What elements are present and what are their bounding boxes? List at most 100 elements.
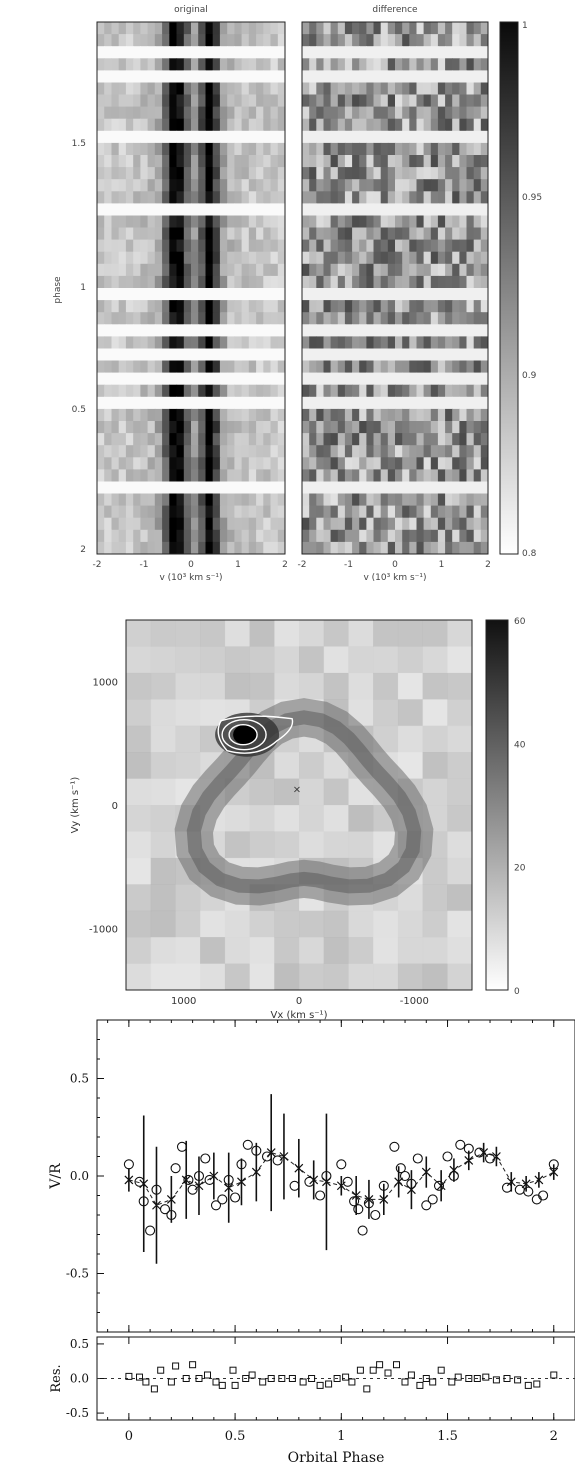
circle-marker <box>378 1180 389 1191</box>
circle-marker <box>474 1147 485 1158</box>
cross-marker <box>224 1183 234 1193</box>
spectra-colorbar <box>499 21 519 555</box>
panel-title-difference: difference <box>372 5 418 15</box>
cross-marker <box>181 1175 191 1185</box>
residual-y-tick-label: 0.5 <box>70 1337 89 1351</box>
circle-marker <box>200 1153 211 1164</box>
residual-square-marker <box>172 1362 180 1370</box>
circle-marker <box>442 1151 453 1162</box>
residual-square-marker <box>363 1385 371 1393</box>
cross-marker <box>279 1152 289 1161</box>
circle-marker <box>523 1186 534 1197</box>
circle-marker <box>138 1196 149 1207</box>
residual-square-marker <box>524 1381 532 1389</box>
circle-marker <box>315 1190 326 1201</box>
map-y-tick-label: 1000 <box>93 678 118 689</box>
residual-square-marker <box>407 1371 415 1379</box>
residual-square-marker <box>376 1361 384 1369</box>
map-colorbar <box>485 619 509 991</box>
x-tick-label: 0.5 <box>225 1429 246 1444</box>
x-tick-label: 2 <box>550 1429 558 1444</box>
cross-marker <box>351 1191 361 1200</box>
cross-marker <box>237 1177 246 1187</box>
residual-square-marker <box>401 1378 409 1386</box>
cross-marker <box>336 1181 346 1191</box>
x-tick-label: 0 <box>392 560 398 570</box>
circle-marker <box>193 1170 205 1182</box>
original-spectra-image <box>97 22 285 554</box>
x-tick-label: 0 <box>188 560 194 570</box>
circle-marker <box>421 1200 432 1211</box>
residual-square-marker <box>342 1373 350 1381</box>
circle-marker <box>261 1151 273 1162</box>
circle-marker <box>176 1141 188 1152</box>
residual-square-marker <box>473 1375 481 1382</box>
circle-marker <box>342 1176 353 1187</box>
residual-square-marker <box>248 1371 256 1379</box>
map-colorbar-tick: 20 <box>514 864 526 874</box>
x-axis-label: Orbital Phase <box>288 1450 385 1466</box>
circle-marker <box>289 1180 300 1191</box>
cross-marker <box>534 1175 544 1185</box>
circle-marker <box>538 1190 549 1201</box>
x-tick-label: 0 <box>125 1429 133 1444</box>
cross-marker <box>166 1194 176 1204</box>
residual-square-marker <box>167 1378 175 1386</box>
circle-marker <box>433 1180 445 1191</box>
residual-square-marker <box>503 1375 511 1382</box>
residual-square-marker <box>348 1378 356 1386</box>
circle-marker <box>134 1176 145 1187</box>
circle-marker <box>336 1159 347 1170</box>
residual-square-marker <box>316 1381 324 1389</box>
residual-square-marker <box>448 1378 456 1386</box>
residual-y-tick-label: -0.5 <box>66 1406 89 1420</box>
vr-y-label: V/R <box>48 1163 64 1190</box>
circle-marker <box>349 1196 360 1207</box>
y-tick-label: 0.5 <box>70 1072 89 1086</box>
residual-square-marker <box>550 1371 558 1379</box>
map-y-label: Vy (km s⁻¹) <box>70 777 81 834</box>
circle-marker <box>484 1153 496 1164</box>
residual-y-label: Res. <box>49 1364 64 1392</box>
cross-marker <box>406 1185 416 1195</box>
residual-square-marker <box>182 1375 190 1382</box>
x-tick-label: 1.5 <box>437 1429 458 1444</box>
residual-square-marker <box>195 1375 203 1382</box>
residual-square-marker <box>465 1375 473 1382</box>
x-tick-label: -2 <box>93 560 102 570</box>
residual-square-marker <box>429 1378 437 1386</box>
circle-marker <box>412 1153 423 1164</box>
residual-square-marker <box>189 1361 197 1369</box>
cross-marker <box>464 1155 474 1165</box>
cross-marker <box>364 1194 374 1204</box>
x-tick-label: 1 <box>439 560 445 570</box>
residual-square-marker <box>482 1373 490 1381</box>
residual-square-marker <box>218 1381 226 1389</box>
contour-middle <box>221 719 267 751</box>
circle-marker <box>363 1198 374 1209</box>
circle-marker <box>251 1145 262 1156</box>
cross-marker <box>124 1175 134 1185</box>
residual-square-marker <box>492 1376 500 1384</box>
cross-marker <box>421 1167 431 1177</box>
residual-square-marker <box>204 1371 211 1379</box>
cross-marker <box>549 1167 559 1177</box>
circle-marker <box>204 1174 215 1185</box>
x-tick-label: 2 <box>282 560 288 570</box>
colorbar-tick: 0.95 <box>522 193 542 203</box>
contour-inner <box>228 724 258 746</box>
cross-marker <box>209 1171 219 1181</box>
circle-marker <box>353 1204 364 1215</box>
map-x-tick-label: 1000 <box>171 996 196 1007</box>
residual-square-marker <box>454 1373 462 1381</box>
residual-square-marker <box>533 1380 541 1388</box>
circle-marker <box>463 1143 474 1154</box>
center-of-mass-marker: × <box>293 785 301 796</box>
residual-square-marker <box>333 1375 341 1382</box>
residual-square-marker <box>278 1375 286 1382</box>
x-tick-label: 2 <box>485 560 491 570</box>
map-y-tick-label: -1000 <box>89 924 118 935</box>
residual-square-marker <box>125 1372 133 1380</box>
map-colorbar-tick: 0 <box>514 987 520 997</box>
